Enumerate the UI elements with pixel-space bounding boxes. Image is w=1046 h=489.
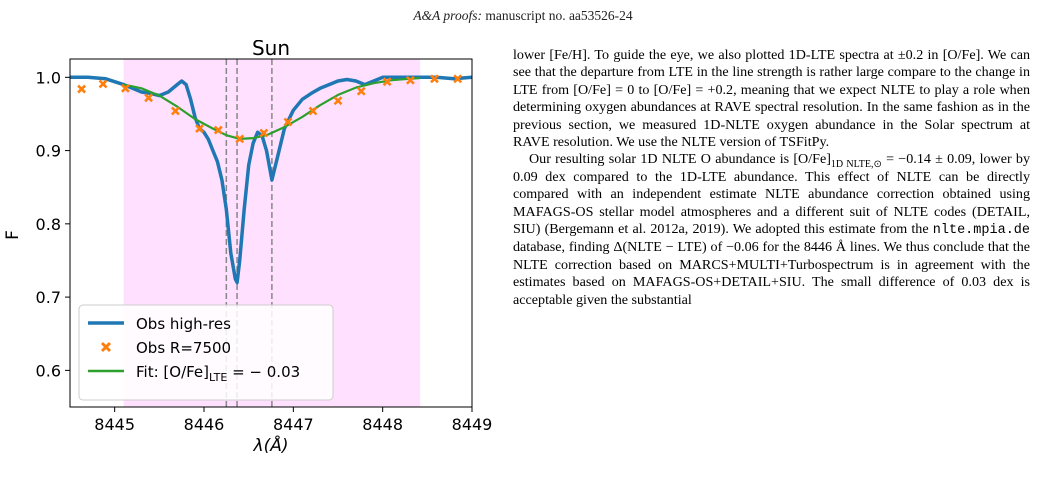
paragraph-nlte-abundance: Our resulting solar 1D NLTE O abundance … — [513, 151, 1030, 308]
y-tick-label: 0.7 — [36, 288, 61, 307]
y-tick-label: 1.0 — [36, 68, 61, 87]
legend-box — [78, 304, 334, 401]
journal-name: A&A proofs: — [413, 8, 482, 23]
manuscript-number: manuscript no. aa53526-24 — [485, 8, 633, 23]
point-obs-r7500 — [120, 83, 130, 93]
y-tick-label: 0.9 — [36, 142, 61, 161]
x-axis-label: λ(Å) — [253, 434, 289, 456]
y-tick-label: 0.6 — [36, 361, 61, 380]
x-tick-label: 8449 — [452, 415, 493, 434]
point-obs-r7500 — [405, 75, 415, 85]
x-tick-label: 8445 — [94, 415, 135, 434]
point-obs-r7500 — [430, 74, 439, 84]
point-obs-r7500 — [98, 79, 108, 89]
y-tick-label: 0.8 — [36, 215, 61, 234]
y-axis-label: F — [3, 230, 23, 240]
x-tick-label: 8446 — [184, 415, 225, 434]
chart-title: Sun — [252, 40, 290, 60]
series-obs-high-res — [70, 75, 472, 285]
point-obs-r7500 — [170, 106, 180, 116]
point-obs-r7500 — [453, 74, 463, 84]
x-tick-label: 8447 — [273, 415, 314, 434]
point-obs-r7500 — [382, 77, 392, 87]
legend-label-obs-high: Obs high-res — [136, 315, 231, 333]
body-text-column: lower [Fe/H]. To guide the eye, we also … — [513, 47, 1030, 489]
paragraph-continued: lower [Fe/H]. To guide the eye, we also … — [513, 47, 1030, 151]
legend-label-fit: Fit: [O/Fe]LTE = − 0.03 — [136, 363, 300, 384]
legend: Obs high-res Obs R=7500 Fit: [O/Fe]LTE =… — [78, 304, 334, 401]
database-name: nlte.mpia.de — [932, 223, 1030, 239]
point-obs-r7500 — [213, 125, 223, 135]
point-obs-r7500 — [333, 96, 343, 106]
point-obs-r7500 — [144, 93, 154, 103]
point-obs-r7500 — [308, 106, 318, 116]
point-obs-r7500 — [259, 128, 269, 138]
point-obs-r7500 — [283, 117, 293, 127]
x-tick-label: 8448 — [362, 415, 403, 434]
legend-swatch-obs-r — [100, 341, 112, 353]
point-obs-r7500 — [235, 134, 245, 144]
point-obs-r7500 — [356, 86, 366, 96]
running-header: A&A proofs: manuscript no. aa53526-24 — [0, 8, 1046, 24]
point-obs-r7500 — [195, 124, 204, 134]
point-obs-r7500 — [77, 84, 87, 94]
plot-frame — [69, 58, 473, 408]
legend-label-obs-r: Obs R=7500 — [136, 339, 231, 357]
